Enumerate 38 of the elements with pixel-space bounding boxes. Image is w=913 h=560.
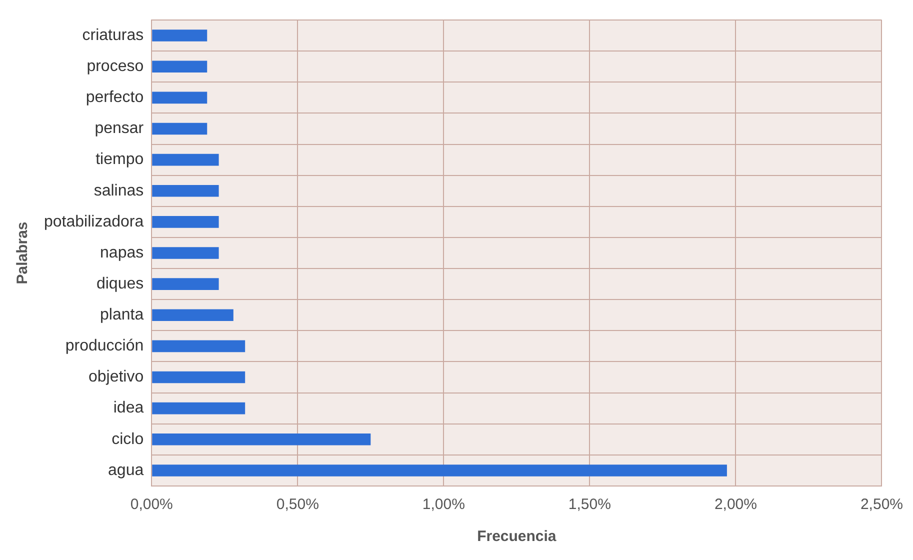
y-tick-label: tiempo: [96, 151, 144, 168]
y-tick-label: producción: [65, 338, 144, 355]
bar: [152, 340, 246, 352]
bar: [152, 434, 371, 446]
bar: [152, 371, 246, 384]
y-tick-label: planta: [100, 306, 144, 324]
bar: [152, 278, 219, 290]
bar: [152, 402, 246, 414]
bar: [152, 309, 234, 322]
bar: [152, 247, 219, 259]
bar: [152, 60, 208, 73]
x-tick-label: 2,00%: [714, 496, 757, 514]
x-tick-label: 2,50%: [860, 496, 904, 514]
bar: [152, 122, 208, 135]
x-tick-label: 1,50%: [568, 496, 611, 514]
x-tick-label: 0,50%: [276, 496, 319, 514]
bar: [152, 464, 727, 476]
y-tick-label: napas: [100, 244, 144, 262]
y-tick-label: perfecto: [86, 89, 144, 106]
bar: [152, 216, 219, 228]
bar: [152, 154, 219, 166]
y-tick-label: potabilizadora: [44, 213, 144, 230]
x-tick-label: 0,00%: [130, 496, 173, 514]
y-tick-label: agua: [108, 462, 144, 479]
x-tick-label: 1,00%: [422, 496, 465, 514]
bar: [152, 30, 208, 42]
y-tick-label: objetivo: [88, 368, 144, 386]
y-tick-label: salinas: [94, 182, 144, 200]
y-tick-label: ciclo: [112, 430, 144, 448]
y-axis-title: Palabras: [14, 222, 32, 284]
y-tick-label: diques: [96, 275, 144, 292]
y-tick-label: idea: [113, 400, 144, 417]
x-axis-title: Frecuencia: [477, 528, 557, 546]
bar: [152, 184, 219, 197]
bar: [152, 92, 208, 104]
y-tick-label: proceso: [86, 58, 144, 76]
y-tick-label: pensar: [94, 120, 144, 138]
y-tick-label: criaturas: [82, 26, 144, 44]
